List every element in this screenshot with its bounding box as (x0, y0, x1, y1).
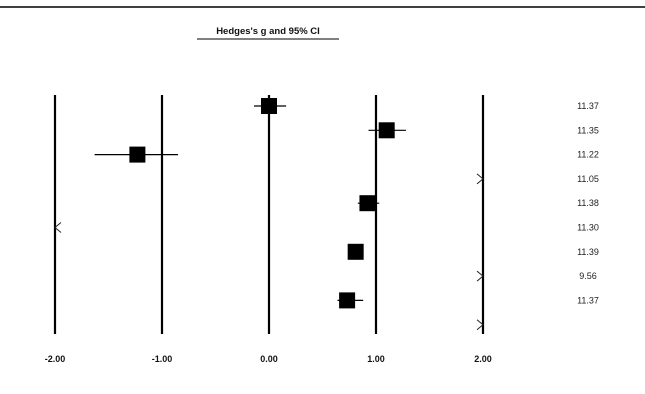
row-label: 11.38 (577, 198, 599, 208)
study-marks (54, 98, 484, 331)
x-tick-label: 2.00 (474, 354, 492, 364)
effect-size-marker (339, 292, 356, 309)
row-label: 11.37 (577, 101, 599, 111)
out-of-range-arrow (476, 270, 484, 282)
x-tick-label: 1.00 (367, 354, 385, 364)
effect-size-marker (378, 122, 395, 139)
out-of-range-arrow (476, 319, 484, 331)
out-of-range-arrow (54, 222, 62, 233)
effect-size-marker (261, 98, 277, 114)
row-label: 11.22 (577, 150, 599, 160)
row-label: 11.37 (577, 295, 599, 305)
row-labels: 11.37 11.35 11.22 11.05 11.38 11.30 11.39 9.56 1… (577, 101, 599, 305)
effect-size-marker (359, 195, 376, 212)
x-tick-label: -1.00 (152, 354, 173, 364)
x-tick-label: 0.00 (260, 354, 278, 364)
row-label: 9.56 (579, 271, 597, 281)
row-label: 11.39 (577, 247, 599, 257)
effect-size-marker (347, 243, 364, 260)
x-tick-labels: -2.00 -1.00 0.00 1.00 2.00 (45, 354, 492, 364)
row-label: 11.05 (577, 174, 599, 184)
out-of-range-arrow (476, 173, 484, 185)
chart-title: Hedges's g and 95% CI (216, 26, 320, 37)
x-tick-label: -2.00 (45, 354, 66, 364)
reference-lines (53, 95, 485, 334)
effect-size-marker (129, 146, 146, 163)
row-label: 11.30 (577, 223, 599, 233)
row-label: 11.35 (577, 125, 599, 135)
